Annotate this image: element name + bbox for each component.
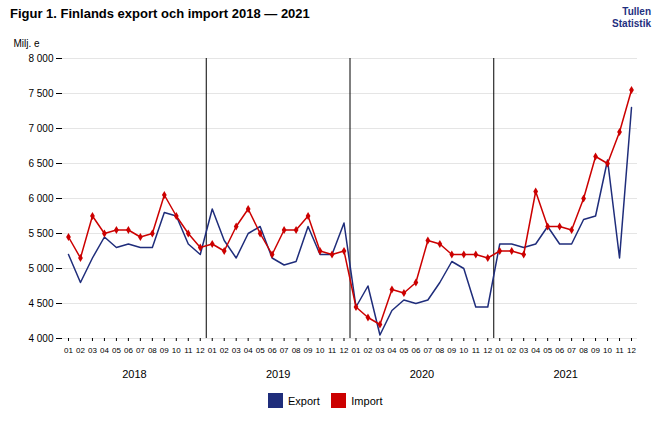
svg-text:05: 05 [256,346,265,355]
svg-text:08: 08 [579,346,588,355]
svg-text:4 000: 4 000 [28,333,53,344]
svg-text:12: 12 [627,346,636,355]
svg-text:7 000: 7 000 [28,123,53,134]
svg-text:09: 09 [591,346,600,355]
svg-text:5 000: 5 000 [28,263,53,274]
html-text:Figur 1. Finlands export och i: Figur 1. Finlands export och import 2018… [10,6,310,21]
svg-text:11: 11 [615,346,624,355]
svg-text:02: 02 [76,346,85,355]
svg-text:03: 03 [232,346,241,355]
svg-text:2021: 2021 [553,368,577,380]
svg-text:07: 07 [280,346,289,355]
svg-text:03: 03 [88,346,97,355]
svg-text:06: 06 [555,346,564,355]
svg-text:6 500: 6 500 [28,158,53,169]
svg-text:07: 07 [136,346,145,355]
svg-text:05: 05 [112,346,121,355]
svg-text:02: 02 [364,346,373,355]
svg-text:11: 11 [184,346,193,355]
svg-text:11: 11 [328,346,337,355]
svg-text:05: 05 [399,346,408,355]
svg-text:04: 04 [100,346,109,355]
svg-text:10: 10 [459,346,468,355]
svg-text:04: 04 [244,346,253,355]
svg-text:2020: 2020 [410,368,434,380]
svg-text:12: 12 [483,346,492,355]
svg-text:6 000: 6 000 [28,193,53,204]
html-text:Import: Import [351,394,383,407]
svg-text:09: 09 [447,346,456,355]
svg-text:Milj. e: Milj. e [14,38,41,49]
svg-text:2018: 2018 [122,368,146,380]
svg-text:07: 07 [423,346,432,355]
svg-text:03: 03 [375,346,384,355]
svg-text:09: 09 [160,346,169,355]
svg-text:08: 08 [435,346,444,355]
svg-text:01: 01 [208,346,217,355]
svg-text:2019: 2019 [266,368,290,380]
svg-text:10: 10 [603,346,612,355]
svg-text:06: 06 [411,346,420,355]
svg-text:8 000: 8 000 [28,53,53,64]
svg-text:11: 11 [472,346,481,355]
svg-text:12: 12 [340,346,349,355]
svg-text:06: 06 [124,346,133,355]
svg-text:01: 01 [495,346,504,355]
svg-text:09: 09 [304,346,313,355]
svg-text:02: 02 [220,346,229,355]
svg-text:08: 08 [148,346,157,355]
svg-text:07: 07 [567,346,576,355]
html-text:Export: Export [288,394,320,407]
svg-text:7 500: 7 500 [28,88,53,99]
svg-text:02: 02 [507,346,516,355]
svg-text:05: 05 [543,346,552,355]
svg-text:4 500: 4 500 [28,298,53,309]
svg-text:12: 12 [196,346,205,355]
svg-text:10: 10 [172,346,181,355]
svg-text:01: 01 [352,346,361,355]
svg-text:04: 04 [531,346,540,355]
svg-text:06: 06 [268,346,277,355]
svg-text:08: 08 [292,346,301,355]
html-text:Tullen Statistik: Tullen Statistik [612,6,651,29]
svg-text:03: 03 [519,346,528,355]
svg-text:01: 01 [64,346,73,355]
svg-text:5 500: 5 500 [28,228,53,239]
svg-text:04: 04 [387,346,396,355]
svg-text:10: 10 [316,346,325,355]
